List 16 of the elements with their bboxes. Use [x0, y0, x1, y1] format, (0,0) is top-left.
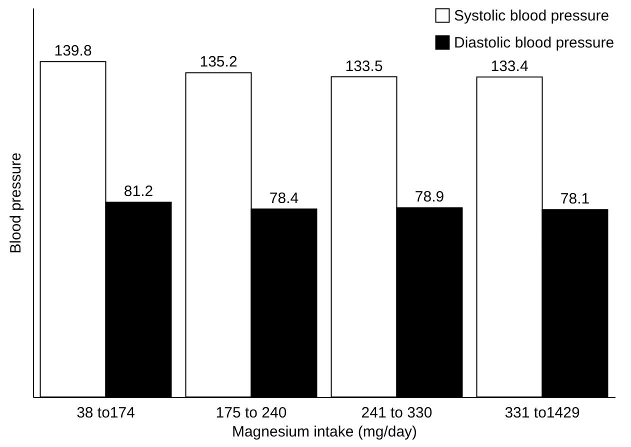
data-label: 133.5 [345, 58, 383, 75]
legend-label: Systolic blood pressure [454, 8, 610, 24]
data-label: 78.9 [414, 188, 444, 206]
x-tick-label: 241 to 330 [361, 404, 432, 422]
x-tick-label: 331 to1429 [504, 404, 580, 422]
x-axis-title: Magnesium intake (mg/day) [232, 424, 418, 440]
data-label: 81.2 [124, 183, 154, 200]
data-label: 135.2 [200, 54, 238, 71]
y-axis-title: Blood pressure [8, 152, 24, 254]
data-label: 78.4 [269, 190, 299, 207]
data-label: 133.4 [490, 58, 528, 76]
x-tick-label: 38 to174 [76, 404, 135, 422]
data-label: 139.8 [54, 42, 92, 60]
data-label: 78.1 [560, 190, 590, 208]
legend-label: Diastolic blood pressure [454, 34, 614, 52]
x-tick-label: 175 to 240 [216, 404, 287, 422]
